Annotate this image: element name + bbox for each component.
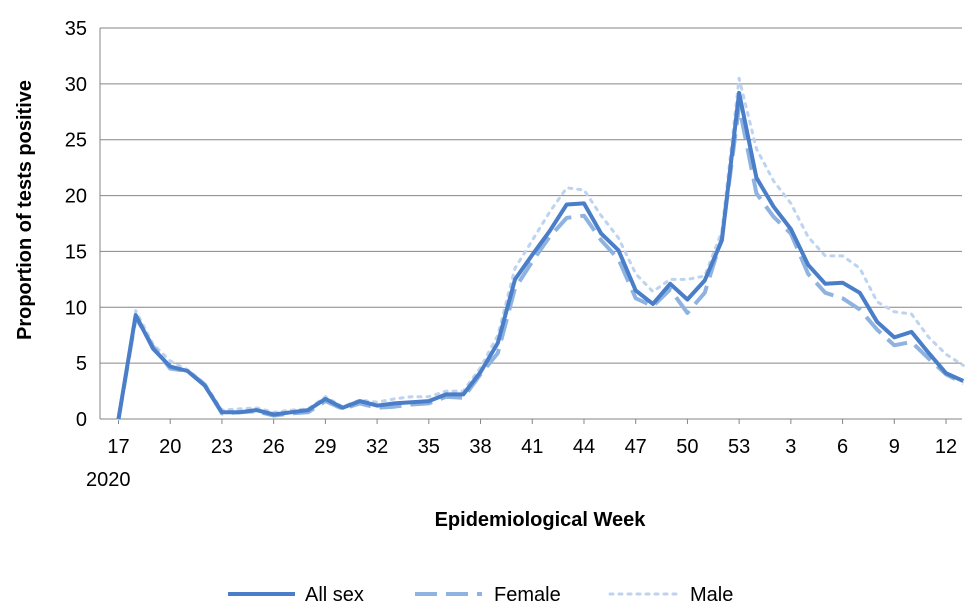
series-line-male [117, 76, 965, 421]
x-tick-label: 26 [263, 436, 285, 458]
x-tick-labels: 17 20 23 26 29 32 35 38 41 44 47 50 53 3 6 9 12 [107, 419, 957, 458]
legend-label: All sex [305, 584, 364, 606]
x-tick-label: 6 [837, 436, 848, 458]
series-line-female [116, 104, 965, 420]
y-axis-title: Proportion of tests positive [14, 80, 36, 340]
legend-label: Male [690, 584, 733, 606]
y-tick-label: 0 [76, 409, 87, 431]
x-year-label: 2020 [86, 469, 131, 491]
x-tick-label: 50 [676, 436, 698, 458]
x-tick-label: 32 [366, 436, 388, 458]
x-tick-label: 3 [785, 436, 796, 458]
x-tick-label: 53 [728, 436, 750, 458]
x-tick-label: 35 [418, 436, 440, 458]
x-tick-label: 23 [211, 436, 233, 458]
y-tick-label: 20 [65, 186, 87, 208]
x-tick-label: 47 [625, 436, 647, 458]
y-tick-label: 25 [65, 130, 87, 152]
x-tick-label: 29 [314, 436, 336, 458]
series-line-all-sex [116, 90, 965, 420]
y-tick-label: 35 [65, 18, 87, 40]
x-tick-label: 41 [521, 436, 543, 458]
x-tick-label: 20 [159, 436, 181, 458]
y-tick-labels: 0 5 10 15 20 25 30 35 [65, 18, 87, 431]
series-lines [116, 76, 965, 421]
x-axis-title: Epidemiological Week [435, 509, 647, 531]
legend-label: Female [494, 584, 561, 606]
x-tick-label: 44 [573, 436, 595, 458]
x-tick-label: 17 [107, 436, 129, 458]
x-tick-label: 12 [935, 436, 957, 458]
y-tick-label: 10 [65, 297, 87, 319]
axes [99, 28, 962, 420]
x-tick-label: 9 [889, 436, 900, 458]
y-tick-label: 5 [76, 353, 87, 375]
x-tick-label: 38 [469, 436, 491, 458]
legend: All sex Female Male [228, 584, 733, 606]
y-tick-label: 15 [65, 241, 87, 263]
y-tick-label: 30 [65, 74, 87, 96]
gridlines [100, 27, 962, 364]
